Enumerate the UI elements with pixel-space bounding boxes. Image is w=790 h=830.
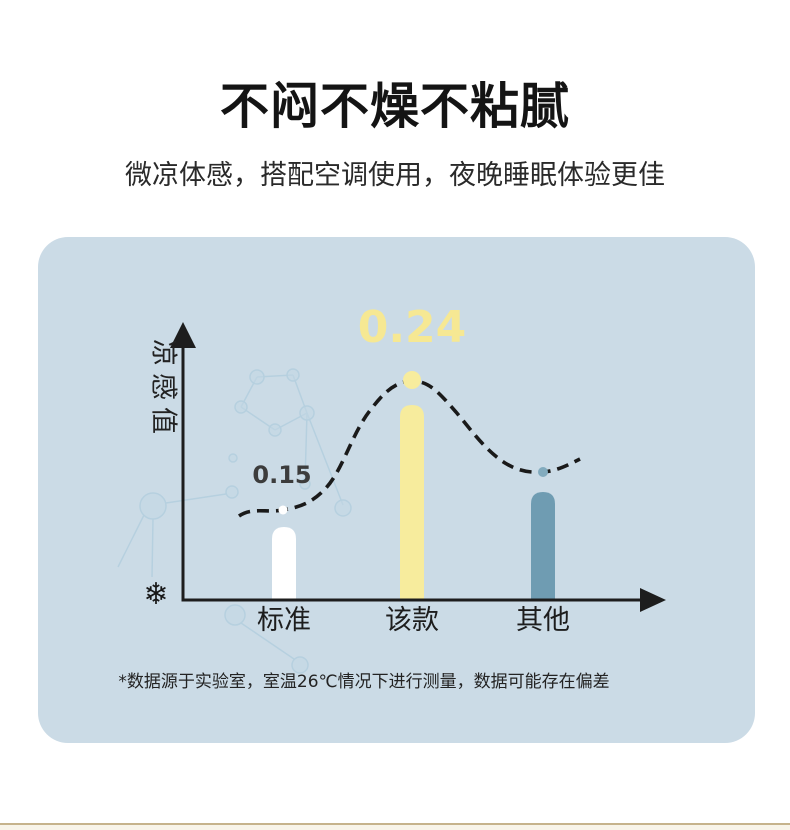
y-axis xyxy=(170,322,196,602)
data-dot-other xyxy=(538,467,548,477)
y-axis-label: 凉感值 xyxy=(147,339,179,441)
bar xyxy=(272,527,296,600)
y-axis-arrow xyxy=(170,322,196,348)
x-axis-arrow xyxy=(640,588,666,612)
x-axis-labels: 标准 该款 其他 xyxy=(38,606,755,640)
bar xyxy=(400,405,424,600)
page-subtitle: 微凉体感，搭配空调使用，夜晚睡眠体验更佳 xyxy=(125,160,665,191)
bars-group xyxy=(272,405,555,600)
chart-card: 0.24 0.15 凉感值 ❄ 标准 该款 其他 *数据源于实验室，室温26℃情况下… xyxy=(38,237,755,743)
bottom-divider xyxy=(0,823,790,830)
x-axis-label: 标准 xyxy=(257,605,311,636)
bar xyxy=(531,492,555,600)
molecule-decoration xyxy=(117,368,352,674)
value-label-standard: 0.15 xyxy=(252,461,312,489)
data-dot-standard xyxy=(278,505,288,515)
cooling-value-chart xyxy=(117,322,666,674)
value-label-this-model: 0.24 xyxy=(357,302,467,353)
snowflake-icon: ❄ xyxy=(143,577,169,612)
x-axis-label: 该款 xyxy=(385,605,439,636)
data-dot-this-model xyxy=(403,371,421,389)
chart-footnote: *数据源于实验室，室温26℃情况下进行测量，数据可能存在偏差 xyxy=(118,672,610,692)
x-axis-label: 其他 xyxy=(516,605,570,636)
x-axis xyxy=(181,588,666,612)
page-title: 不闷不燥不粘腻 xyxy=(219,78,570,135)
